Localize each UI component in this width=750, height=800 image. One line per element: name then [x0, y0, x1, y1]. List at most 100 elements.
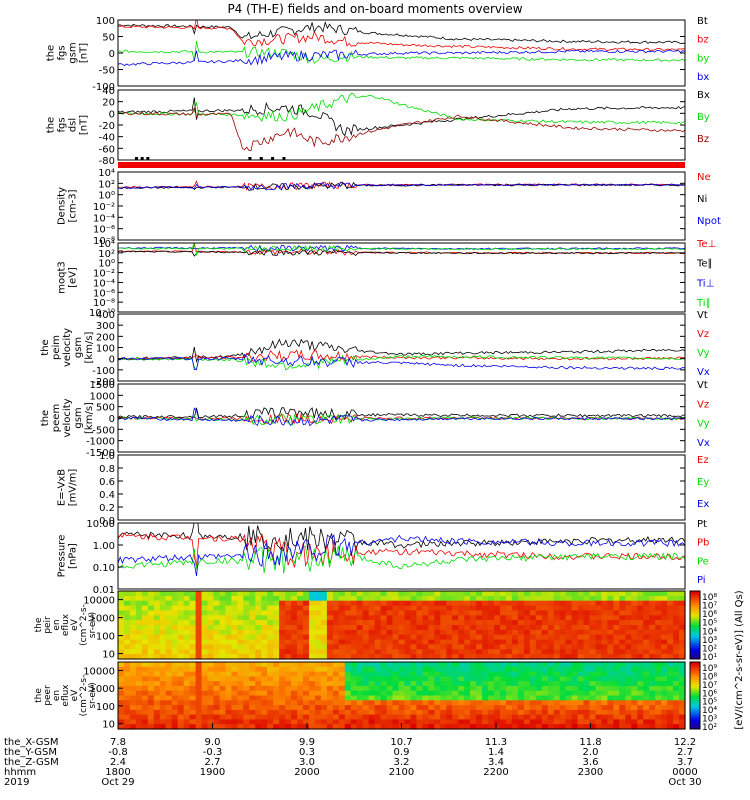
- spectrogram-cell: [147, 681, 155, 687]
- spectrogram-cell: [141, 709, 149, 716]
- colorbar-cell: [690, 627, 700, 631]
- spectrogram-cell: [655, 681, 662, 687]
- spectrogram-cell: [434, 649, 441, 655]
- spectrogram-cell: [398, 719, 406, 725]
- spectrogram-cell: [631, 595, 638, 602]
- spectrogram-cell: [344, 690, 352, 697]
- spectrogram-cell: [482, 681, 489, 687]
- spectrogram-cell: [285, 639, 292, 646]
- spectrogram-cell: [547, 705, 555, 711]
- spectrogram-cell: [225, 676, 232, 682]
- spectrogram-cell: [523, 605, 531, 612]
- spectrogram-cell: [261, 714, 268, 720]
- spectrogram-cell: [505, 639, 513, 646]
- spectrogram-cell: [613, 595, 620, 602]
- spectrogram-cell: [505, 676, 513, 682]
- spectrogram-cell: [547, 605, 555, 612]
- spectrogram-cell: [315, 639, 322, 646]
- spectrogram-cell: [404, 714, 412, 720]
- spectrogram-cell: [177, 600, 185, 607]
- spectrogram-cell: [374, 605, 382, 612]
- spectrogram-cell: [147, 620, 155, 626]
- spectrogram-cell: [619, 639, 626, 646]
- spectrogram-cell: [434, 615, 441, 621]
- spectrogram-cell: [637, 634, 644, 641]
- spectrogram-cell: [667, 644, 674, 650]
- spectrogram-cell: [625, 615, 632, 621]
- spectrogram-cell: [470, 690, 477, 697]
- spectrogram-cell: [368, 681, 376, 687]
- spectrogram-cell: [625, 671, 632, 677]
- spectrogram-cell: [356, 595, 364, 602]
- spectrogram-cell: [488, 595, 495, 602]
- spectrogram-cell: [559, 690, 567, 697]
- spectrogram-cell: [428, 615, 435, 621]
- spectrogram-cell: [392, 610, 400, 616]
- spectrogram-cell: [553, 600, 561, 607]
- spectrogram-cell: [165, 615, 173, 621]
- spectrogram-cell: [595, 615, 603, 621]
- spectrogram-cell: [279, 595, 286, 602]
- spectrogram-cell: [679, 724, 686, 730]
- spectrogram-cell: [225, 644, 232, 650]
- spectrogram-cell: [643, 634, 650, 641]
- series-line-Ti∥: [118, 243, 685, 256]
- spectrogram-cell: [661, 625, 668, 631]
- spectrogram-cell: [147, 625, 155, 631]
- spectrogram-cell: [494, 649, 501, 655]
- spectrogram-cell: [303, 634, 310, 641]
- spectrogram-cell: [446, 676, 453, 682]
- panel-series: [118, 20, 685, 67]
- colorbar-tick-label: 10⁵: [702, 698, 717, 708]
- spectrogram-cell: [201, 666, 209, 673]
- spectrogram-cell: [679, 681, 686, 687]
- spectrogram-cell: [440, 719, 447, 725]
- spectrogram-cell: [655, 676, 662, 682]
- spectrogram-cell: [589, 615, 597, 621]
- spectrogram-cell: [386, 634, 394, 641]
- spectrogram-cell: [177, 644, 185, 650]
- spectrogram-cell: [679, 685, 686, 692]
- spectrogram-cell: [631, 666, 638, 673]
- spectrogram-cell: [661, 695, 668, 701]
- spectrogram-cell: [422, 605, 429, 612]
- spectrogram-cell: [446, 685, 453, 692]
- spectrogram-cell: [500, 629, 507, 636]
- spectrogram-cell: [261, 600, 268, 607]
- spectrogram-cell: [344, 685, 352, 692]
- spectrogram-cell: [452, 620, 459, 626]
- spectrogram-cell: [249, 649, 256, 655]
- spectrogram-cell: [589, 620, 597, 626]
- spectrogram-cell: [255, 671, 262, 677]
- spectrogram-cell: [535, 634, 543, 641]
- spectrogram-cell: [255, 676, 262, 682]
- spectrogram-cell: [225, 620, 232, 626]
- spectrogram-cell: [464, 666, 471, 673]
- spectrogram-cell: [577, 671, 585, 677]
- spectrogram-cell: [273, 671, 280, 677]
- spectrogram-cell: [183, 705, 191, 711]
- spectrogram-cell: [523, 695, 531, 701]
- spectrogram-cell: [309, 681, 316, 687]
- spectrogram-cell: [129, 676, 137, 682]
- spectrogram-cell: [201, 591, 209, 597]
- spectrogram-cell: [488, 671, 495, 677]
- spectrogram-cell: [309, 666, 316, 673]
- spectrogram-cell: [326, 700, 334, 706]
- spectrogram-cell: [661, 705, 668, 711]
- spectrogram-cell: [523, 615, 531, 621]
- spectrogram-cell: [118, 714, 125, 720]
- spectrogram-cell: [338, 666, 346, 673]
- spectrogram-cell: [523, 639, 531, 646]
- spectrogram-cell: [219, 714, 227, 720]
- spectrogram-cell: [404, 625, 412, 631]
- spectrogram-cell: [643, 681, 650, 687]
- y-tick-label: 10000: [83, 666, 115, 677]
- spectrogram-cell: [249, 695, 256, 701]
- spectrogram-cell: [147, 639, 155, 646]
- spectrogram-cell: [350, 654, 358, 660]
- spectrogram-cell: [398, 610, 406, 616]
- colorbar-cell: [690, 662, 700, 665]
